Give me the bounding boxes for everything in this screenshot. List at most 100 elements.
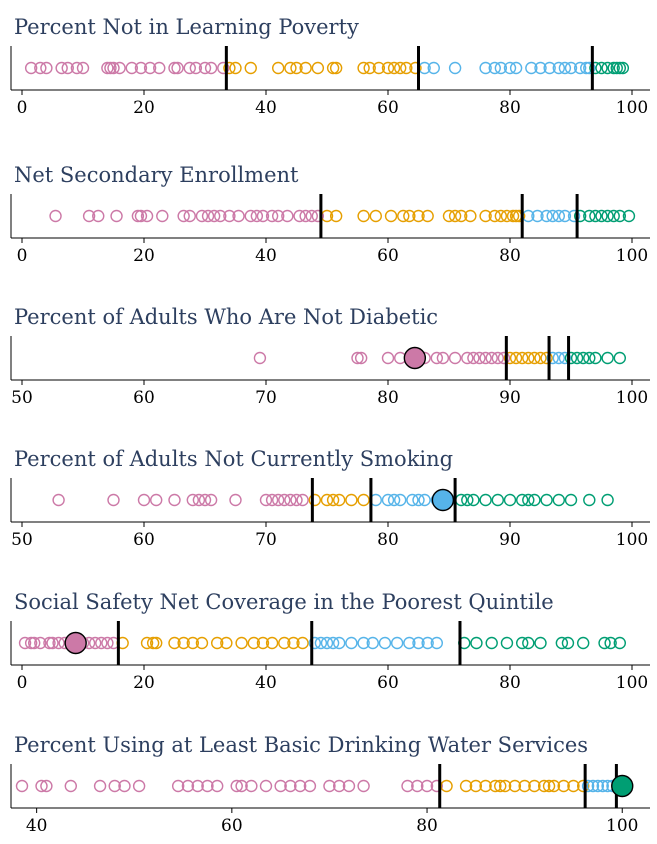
data-point [284, 61, 297, 75]
data-point [134, 209, 148, 223]
data-point [278, 493, 291, 507]
x-tick-label: 0 [17, 673, 28, 693]
panel-drinking-water: Percent Using at Least Basic Drinking Wa… [10, 733, 650, 836]
data-point [24, 61, 38, 75]
data-point [412, 636, 425, 650]
highlighted-point [403, 346, 427, 370]
data-point [220, 636, 233, 650]
data-point [259, 779, 273, 793]
x-tick-label: 70 [255, 388, 277, 408]
panel-title: Social Safety Net Coverage in the Poores… [14, 590, 554, 614]
data-point [598, 636, 611, 650]
data-point [232, 209, 245, 223]
data-point [296, 636, 309, 650]
data-point [149, 636, 163, 650]
data-point [357, 779, 370, 793]
data-point [589, 351, 602, 365]
data-point [311, 209, 325, 223]
data-point [272, 61, 285, 75]
data-point [247, 636, 261, 650]
data-point [372, 61, 386, 75]
data-point [253, 351, 267, 365]
highlighted-point [431, 488, 455, 512]
data-point [436, 351, 450, 365]
data-point [131, 209, 145, 223]
data-point [210, 636, 224, 650]
data-point [35, 779, 48, 793]
data-point [333, 779, 346, 793]
data-point [333, 636, 346, 650]
data-point [223, 61, 236, 75]
data-point [290, 61, 303, 75]
data-point [256, 209, 270, 223]
data-point [528, 351, 541, 365]
data-point [195, 209, 209, 223]
data-point [256, 636, 270, 650]
data-point [52, 636, 65, 650]
data-point [531, 209, 544, 223]
highlighted-point [64, 631, 87, 655]
data-point [509, 351, 523, 365]
data-point [540, 493, 553, 507]
data-point [418, 493, 431, 507]
data-point [601, 351, 614, 365]
x-tick-label: 40 [26, 816, 48, 836]
data-point [567, 779, 580, 793]
data-point [189, 61, 203, 75]
data-point [528, 779, 541, 793]
data-point [52, 493, 65, 507]
x-tick-label: 90 [499, 388, 521, 408]
data-point [497, 351, 511, 365]
data-point [281, 209, 294, 223]
data-point [329, 209, 343, 223]
x-tick-label: 40 [255, 673, 277, 693]
data-point [357, 209, 370, 223]
data-point [384, 209, 398, 223]
data-point [168, 61, 181, 75]
data-point [125, 61, 139, 75]
data-point [583, 61, 596, 75]
data-point [140, 209, 154, 223]
data-point [140, 636, 154, 650]
data-point [93, 779, 107, 793]
data-point [547, 779, 561, 793]
data-point [552, 493, 565, 507]
data-point [229, 61, 242, 75]
data-point [448, 351, 462, 365]
data-point [186, 493, 200, 507]
data-point [525, 61, 538, 75]
data-point [265, 636, 279, 650]
data-point [528, 493, 541, 507]
data-point [101, 61, 114, 75]
data-point [369, 209, 382, 223]
data-point [448, 61, 462, 75]
data-point [488, 61, 501, 75]
data-point [134, 61, 148, 75]
data-point [308, 493, 321, 507]
data-point [177, 636, 190, 650]
data-point [95, 636, 108, 650]
data-point [503, 351, 517, 365]
data-point [479, 351, 492, 365]
data-point [137, 493, 151, 507]
data-point [488, 209, 501, 223]
data-point [552, 209, 565, 223]
x-tick-label: 80 [499, 246, 521, 266]
data-point [55, 61, 68, 75]
data-point [479, 61, 492, 75]
data-point [153, 61, 166, 75]
data-point [573, 61, 587, 75]
x-tick-label: 20 [133, 673, 155, 693]
data-point [421, 636, 434, 650]
data-point [427, 61, 440, 75]
data-point [403, 209, 416, 223]
data-point [210, 779, 224, 793]
data-point [387, 493, 401, 507]
data-point [512, 209, 526, 223]
x-tick-label: 60 [133, 388, 155, 408]
data-point [168, 636, 181, 650]
data-point [46, 636, 59, 650]
data-point [406, 493, 419, 507]
data-point [18, 636, 32, 650]
data-point [546, 209, 559, 223]
